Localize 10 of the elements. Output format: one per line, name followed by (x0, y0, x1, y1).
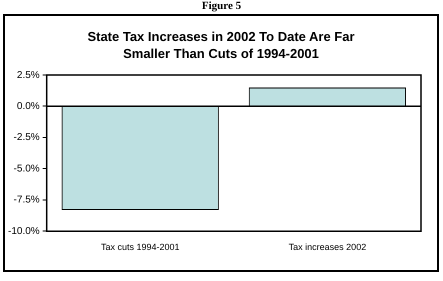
y-tick-label: -7.5% (14, 194, 40, 206)
y-tick-label: -5.0% (14, 163, 40, 174)
x-tick-label: Tax cuts 1994-2001 (100, 242, 180, 252)
y-tick-label: -2.5% (14, 132, 40, 144)
x-tick-label: Tax increases 2002 (288, 242, 366, 252)
y-tick-label: -10.0% (8, 226, 40, 237)
y-tick-label: 2.5% (16, 70, 40, 81)
chart-title: State Tax Increases in 2002 To Date Are Far Smaller Than Cuts of 1994-2001 (86, 28, 356, 62)
y-tick-label: 0.0% (16, 100, 40, 112)
caption: Figure 5 (200, 0, 242, 13)
